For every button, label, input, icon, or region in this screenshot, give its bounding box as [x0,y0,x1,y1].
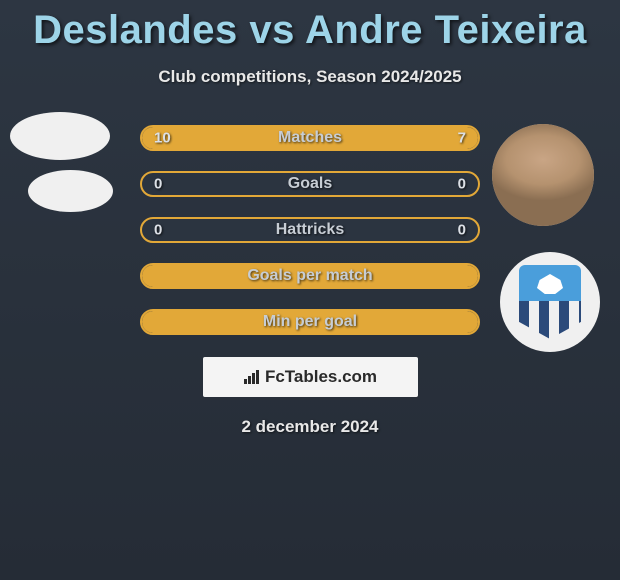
stat-bar-value-left: 0 [154,222,162,239]
player-left-avatar-placeholder-2 [28,170,113,212]
stat-bar-row: Matches107 [140,125,480,151]
stat-bar-value-right: 7 [458,130,466,147]
source-logo: FcTables.com [203,357,418,397]
comparison-subtitle: Club competitions, Season 2024/2025 [0,67,620,87]
stat-bar-value-right: 0 [458,176,466,193]
stat-bar-row: Min per goal [140,309,480,335]
comparison-title: Deslandes vs Andre Teixeira [0,0,620,53]
player-right-avatar [492,124,594,226]
source-label: FcTables.com [265,367,377,387]
player-left-avatar-placeholder-1 [10,112,110,160]
stat-bar-value-left: 10 [154,130,171,147]
stat-bar-label: Goals [142,175,478,193]
stat-bar-row: Hattricks0 0 [140,217,480,243]
player-right-club-badge [500,252,600,352]
stat-bar-value-left: 0 [154,176,162,193]
stat-bar-value-right: 0 [458,222,466,239]
snapshot-date: 2 december 2024 [0,417,620,437]
stat-bars: Matches107Goals00Hattricks00Goals per ma… [140,125,480,335]
club-shield-icon [519,265,581,339]
stat-bar-label: Hattricks [142,221,478,239]
stat-bar-row: Goals0 0 [140,171,480,197]
chart-bars-icon [243,369,261,385]
stat-bar-row: Goals per match [140,263,480,289]
